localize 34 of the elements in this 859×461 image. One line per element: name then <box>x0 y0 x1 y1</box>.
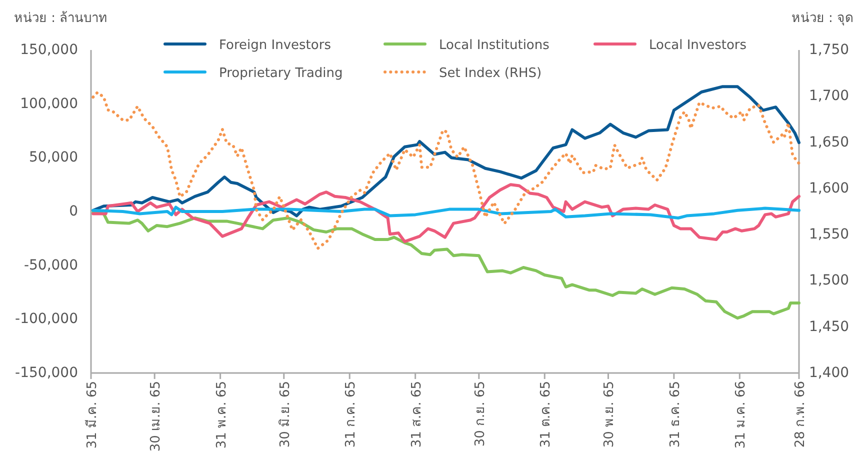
x-tick-label: 31 ม.ค. 66 <box>734 381 749 449</box>
y2-tick-label: 1,550 <box>809 226 850 243</box>
y-tick-label: 0 <box>69 204 78 220</box>
y-axis-title: หน่วย : ล้านบาท <box>14 11 108 26</box>
x-tick-label: 28 ก.พ. 66 <box>793 381 808 448</box>
y2-tick-label: 1,750 <box>809 42 850 58</box>
y2-tick-label: 1,450 <box>809 318 850 335</box>
y2-tick-label: 1,500 <box>809 272 850 289</box>
x-tick-label: 31 พ.ค. 65 <box>214 381 230 449</box>
y-tick-label: -150,000 <box>15 365 78 381</box>
y-tick-label: -100,000 <box>15 311 78 328</box>
x-tick-label: 30 มิ.ย. 65 <box>278 381 293 448</box>
y2-tick-label: 1,400 <box>809 365 850 381</box>
x-tick-label: 30 เม.ย. 65 <box>148 381 164 452</box>
y-tick-label: 150,000 <box>20 42 78 58</box>
legend-label: Foreign Investors <box>219 38 332 53</box>
legend-label: Local Institutions <box>439 38 550 53</box>
legend-label: Proprietary Trading <box>219 66 343 81</box>
y-tick-label: 100,000 <box>20 96 78 112</box>
y2-tick-label: 1,650 <box>809 134 850 150</box>
y2-tick-label: 1,600 <box>809 180 850 196</box>
x-tick-label: 30 พ.ย. 65 <box>602 381 618 448</box>
y2-tick-label: 1,700 <box>809 88 850 104</box>
y2-axis-title: หน่วย : จุด <box>791 11 853 26</box>
y-tick-label: -50,000 <box>24 257 78 274</box>
legend-label: Set Index (RHS) <box>439 66 542 81</box>
x-tick-label: 30 ก.ย. 65 <box>472 381 488 447</box>
x-tick-label: 31 ส.ค. 65 <box>409 381 424 448</box>
legend-label: Local Investors <box>649 38 747 53</box>
x-tick-label: 31 ก.ค. 65 <box>344 381 359 448</box>
x-tick-label: 31 ต.ค. 65 <box>538 381 554 448</box>
y-tick-label: 50,000 <box>29 150 78 166</box>
x-tick-label: 31 มี.ค. 65 <box>84 381 100 449</box>
x-tick-label: 31 ธ.ค. 65 <box>668 381 683 448</box>
